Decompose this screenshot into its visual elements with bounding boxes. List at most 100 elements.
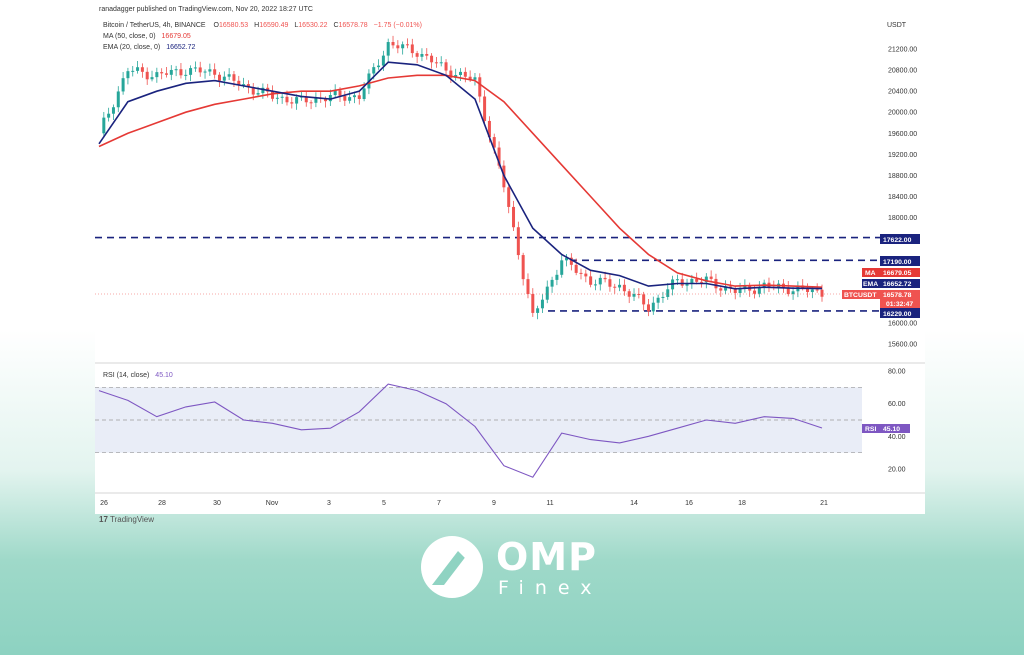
symbol-name: Bitcoin / TetherUS, 4h, BINANCE: [103, 22, 206, 29]
candle-body: [806, 288, 810, 293]
candle-body: [449, 70, 453, 78]
rsi-tag-label: RSI: [865, 426, 876, 433]
candle-body: [232, 74, 236, 81]
candle-body: [521, 255, 525, 280]
candle-body: [704, 276, 708, 283]
candle-body: [420, 53, 424, 57]
candle-body: [246, 84, 250, 88]
candle-body: [459, 71, 462, 76]
candle-body: [227, 74, 231, 77]
price-tick: 21200.00: [888, 47, 917, 54]
price-tick: 19600.00: [888, 131, 917, 138]
candle-body: [560, 260, 564, 275]
rsi-tick: 20.00: [888, 467, 906, 474]
level-tag-17622: 17622.00: [883, 237, 912, 244]
candle-body: [372, 67, 376, 74]
candle-body: [381, 55, 385, 66]
candle-body: [579, 272, 583, 274]
candle-body: [396, 45, 400, 49]
candle-body: [126, 71, 130, 79]
ema-tag-label: EMA: [863, 281, 878, 288]
candle-body: [111, 107, 115, 114]
candle-body: [656, 297, 660, 303]
candle-body: [444, 62, 448, 71]
ema-tag-label-bg: [862, 279, 880, 288]
candle-body: [598, 277, 602, 285]
candle-body: [516, 227, 520, 256]
rsi-tag-label-bg: [862, 424, 880, 433]
candle-body: [155, 72, 159, 78]
candle-body: [184, 74, 188, 76]
candle-body: [362, 88, 366, 100]
price-tick: 18000.00: [888, 215, 917, 222]
last-tag-bg: [880, 290, 920, 308]
candle-body: [810, 289, 814, 293]
level-tag-17622-bg: [880, 234, 920, 244]
candle-body: [140, 67, 144, 72]
candle-body: [512, 206, 516, 228]
candle-body: [565, 257, 569, 261]
candle-body: [593, 284, 597, 286]
candle-body: [584, 273, 588, 277]
candle-body: [102, 117, 106, 134]
candle-body: [131, 70, 135, 72]
rsi-guides: [95, 386, 862, 454]
candle-body: [150, 77, 154, 80]
candle-body: [357, 95, 361, 100]
candle-body: [333, 90, 337, 96]
brand-subtitle: Finex: [498, 577, 603, 599]
rsi-tag-bg: [880, 424, 910, 433]
candle-body: [791, 291, 795, 295]
svg-text:Bitcoin / TetherUS, 4h, BINANC: Bitcoin / TetherUS, 4h, BINANCE O16580.5…: [103, 22, 422, 29]
candle-body: [675, 279, 679, 281]
candle-body: [251, 87, 255, 95]
candle-body: [275, 97, 279, 99]
candle-body: [589, 276, 593, 285]
date-tick: Nov: [266, 500, 279, 507]
date-tick: 7: [437, 500, 441, 507]
open-value: 16580.53: [219, 22, 248, 29]
price-tick: 15600.00: [888, 342, 917, 349]
candle-body: [700, 281, 703, 283]
candle-body: [666, 289, 670, 297]
candle-body: [343, 95, 347, 101]
date-tick: 30: [213, 500, 221, 507]
ma-tag-label-bg: [862, 268, 880, 277]
candle-body: [786, 287, 790, 295]
candle-body: [425, 53, 429, 56]
candle-body: [618, 284, 622, 288]
currency-label: USDT: [887, 22, 907, 29]
candle-body: [304, 96, 308, 103]
candle-body: [434, 62, 438, 64]
candle-body: [497, 147, 501, 166]
candle-body: [492, 137, 496, 148]
candle-body: [280, 96, 284, 98]
ma-tag-label: MA: [865, 270, 876, 277]
candle-body: [430, 55, 434, 63]
ma-legend: MA (50, close, 0) 16679.05: [103, 33, 191, 40]
candle-body: [222, 76, 226, 81]
low-value: 16530.22: [298, 22, 327, 29]
candle-body: [405, 44, 409, 46]
candle-body: [348, 97, 352, 101]
candle-body: [179, 69, 183, 76]
candle-body: [174, 69, 178, 71]
candle-body: [193, 67, 197, 69]
level-tag-17190-bg: [880, 256, 920, 266]
candle-body: [386, 42, 390, 56]
candle-body: [290, 102, 294, 104]
candle-body: [164, 73, 168, 75]
close-value: 16578.78: [339, 22, 368, 29]
candle-body: [526, 279, 530, 295]
rsi-tag-value: 45.10: [883, 426, 900, 433]
candle-body: [622, 284, 626, 292]
ema-legend: EMA (20, close, 0) 16652.72: [103, 44, 196, 51]
candle-body: [733, 288, 737, 293]
candle-body: [410, 44, 414, 54]
candle-body: [569, 257, 573, 265]
high-value: 16590.49: [259, 22, 288, 29]
brand-name: OMP: [496, 535, 597, 579]
date-tick: 26: [100, 500, 108, 507]
candle-body: [719, 288, 723, 291]
